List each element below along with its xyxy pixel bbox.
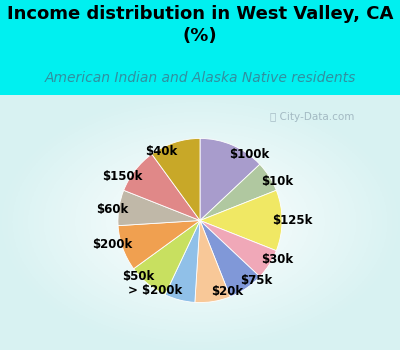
Text: $30k: $30k — [261, 253, 293, 266]
Text: $75k: $75k — [240, 274, 273, 287]
Text: $10k: $10k — [261, 175, 293, 188]
Text: American Indian and Alaska Native residents: American Indian and Alaska Native reside… — [44, 71, 356, 85]
Text: $125k: $125k — [272, 214, 312, 227]
Text: $200k: $200k — [92, 238, 132, 251]
Text: Income distribution in West Valley, CA
(%): Income distribution in West Valley, CA (… — [7, 5, 393, 45]
Wedge shape — [200, 220, 260, 297]
Text: > $200k: > $200k — [128, 284, 182, 297]
Wedge shape — [152, 139, 200, 220]
Text: $40k: $40k — [146, 145, 178, 158]
Wedge shape — [124, 154, 200, 220]
Wedge shape — [200, 164, 276, 220]
Text: $150k: $150k — [102, 170, 143, 183]
Wedge shape — [165, 220, 200, 302]
Text: $60k: $60k — [96, 203, 129, 216]
Wedge shape — [200, 139, 260, 220]
Wedge shape — [118, 220, 200, 269]
Text: ⓘ City‑Data.com: ⓘ City‑Data.com — [270, 112, 354, 122]
Wedge shape — [118, 190, 200, 226]
Text: $100k: $100k — [229, 148, 269, 161]
Wedge shape — [200, 220, 276, 277]
Wedge shape — [134, 220, 200, 295]
Text: $50k: $50k — [122, 270, 154, 283]
Text: $20k: $20k — [211, 285, 244, 298]
Wedge shape — [195, 220, 230, 302]
Wedge shape — [200, 190, 282, 251]
